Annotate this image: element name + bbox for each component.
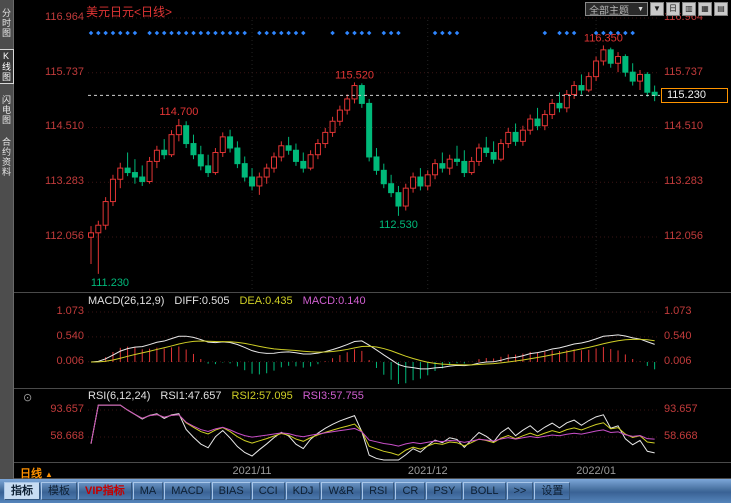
current-price-box: 115.230 — [661, 88, 728, 103]
toolbar-item-wr[interactable]: W&R — [321, 482, 362, 500]
macd-title: MACD(26,12,9) — [88, 295, 165, 307]
svg-text:115.520: 115.520 — [335, 69, 374, 81]
rsi-axis-label-right: 58.668 — [664, 430, 698, 442]
macd-axis-label-left: 0.540 — [56, 329, 84, 342]
toolbar-item-more[interactable]: >> — [506, 482, 534, 500]
indicator-settings-icon[interactable]: ⊙ — [23, 392, 33, 404]
bottom-toolbar: 指标 模板 VIP指标 MA MACD BIAS CCI KDJ W&R RSI CR PSY BOLL… — [0, 479, 731, 503]
rsi1-value: RSI1:47.657 — [160, 390, 222, 402]
toolbar-item-cr[interactable]: CR — [395, 482, 426, 500]
price-annotations: 111.230 114.700 115.520 112.530 116.350 — [91, 32, 623, 288]
toolbar-item-vip-indicators[interactable]: VIP指标 — [78, 482, 132, 500]
macd-axis-label-right: 0.540 — [664, 329, 692, 342]
macd-axis-label-left: 0.006 — [56, 354, 84, 367]
rsi-axis-label-left: 93.657 — [50, 403, 84, 416]
period-label-text: 日线 — [20, 468, 42, 480]
theme-dropdown-label: 全部主题 — [589, 5, 630, 17]
toolbar-item-macd[interactable]: MACD — [164, 482, 211, 500]
toolbar-item-indicators[interactable]: 指标 — [4, 482, 40, 500]
macd-macd-value: MACD:0.140 — [302, 295, 366, 307]
price-axis-label-right: 115.737 — [664, 65, 703, 78]
price-axis-label-left: 113.283 — [45, 175, 84, 188]
candlestick-series — [88, 45, 658, 274]
chart-title: 美元日元<日线> — [86, 5, 173, 19]
price-axis-label-left: 114.510 — [45, 120, 84, 133]
svg-text:112.530: 112.530 — [379, 219, 418, 231]
toolbar-item-bias[interactable]: BIAS — [211, 482, 251, 500]
rsi2-value: RSI2:57.095 — [231, 390, 293, 402]
price-axis-label-right: 112.056 — [664, 229, 703, 242]
svg-text:116.350: 116.350 — [584, 32, 623, 44]
toolbar-item-ma[interactable]: MA — [132, 482, 164, 500]
triangle-up-icon: ▲ — [45, 470, 53, 479]
chevron-down-icon: ▼ — [637, 5, 644, 13]
macd-diff-line — [90, 334, 655, 370]
signal-marker-dots — [88, 30, 635, 36]
macd-gridlines — [88, 311, 660, 363]
svg-text:114.700: 114.700 — [159, 106, 198, 118]
sidebar-item-kline-chart[interactable]: K线图 — [0, 49, 14, 84]
price-axis-label-left: 112.056 — [45, 229, 84, 242]
macd-header: MACD(26,12,9) DIFF:0.505 DEA:0.435 MACD:… — [88, 295, 366, 307]
rsi-header: RSI(6,12,24) RSI1:47.657 RSI2:57.095 RSI… — [88, 390, 364, 402]
macd-histogram — [97, 346, 656, 384]
chart-style-button-1[interactable]: ▥ — [682, 2, 696, 16]
sidebar-item-contract-info[interactable]: 合约资料 — [1, 137, 11, 177]
price-axis-label-left: 116.964 — [45, 11, 84, 23]
rsi-axis-label-left: 58.668 — [50, 430, 84, 442]
theme-dropdown[interactable]: 全部主题 ▼ — [585, 2, 648, 17]
macd-diff-value: DIFF:0.505 — [174, 295, 230, 307]
sidebar-item-time-chart[interactable]: 分时图 — [1, 8, 11, 38]
price-axis-label-right: 113.283 — [664, 175, 703, 188]
top-bar-buttons: ▼ 日 ▥ ▦ ▤ — [650, 2, 728, 16]
toolbar-item-kdj[interactable]: KDJ — [285, 482, 321, 500]
top-bar-controls: 全部主题 ▼ ▼ 日 ▥ ▦ ▤ — [585, 2, 728, 17]
toolbar-item-cci[interactable]: CCI — [251, 482, 285, 500]
svg-text:111.230: 111.230 — [91, 277, 129, 289]
rsi-gridlines — [88, 409, 660, 438]
toolbar-item-psy[interactable]: PSY — [426, 482, 463, 500]
chart-style-button-3[interactable]: ▤ — [714, 2, 728, 16]
toolbar-item-boll[interactable]: BOLL — [463, 482, 506, 500]
panel-separators — [14, 292, 731, 479]
rsi1-line — [90, 404, 655, 461]
chart-style-button-2[interactable]: ▦ — [698, 2, 712, 16]
rsi3-line — [90, 404, 655, 447]
toolbar-item-templates[interactable]: 模板 — [41, 482, 77, 500]
date-axis-tick: 2021/11 — [232, 465, 272, 477]
macd-dea-value: DEA:0.435 — [239, 295, 293, 307]
macd-dea-line — [90, 338, 655, 366]
period-day-button[interactable]: 日 — [666, 2, 680, 16]
dropdown-arrow-button[interactable]: ▼ — [650, 2, 664, 16]
macd-axis-label-right: 0.006 — [664, 354, 692, 367]
left-tab-rail: 分时图 K线图闪电图合约资料 — [0, 0, 14, 479]
rsi2-line — [90, 404, 655, 456]
rsi3-value: RSI3:57.755 — [302, 390, 364, 402]
macd-axis-label-right: 1.073 — [664, 304, 692, 317]
date-axis-tick: 2022/01 — [576, 465, 616, 477]
period-selector[interactable]: 日线 ▲ — [20, 465, 53, 481]
toolbar-item-rsi[interactable]: RSI — [362, 482, 395, 500]
price-axis-label-right: 114.510 — [664, 120, 703, 133]
date-axis-tick: 2021/12 — [407, 465, 448, 477]
macd-axis-label-left: 1.073 — [56, 304, 84, 317]
top-bar: 美元日元<日线> 全部主题 ▼ ▼ 日 ▥ ▦ ▤ — [0, 0, 731, 19]
sidebar-item-flash-chart[interactable]: 闪电图 — [1, 95, 11, 125]
rsi-axis-label-right: 93.657 — [664, 403, 698, 416]
price-axis-label-left: 115.737 — [45, 65, 84, 78]
toolbar-item-settings[interactable]: 设置 — [534, 482, 571, 500]
rsi-title: RSI(6,12,24) — [88, 390, 151, 402]
